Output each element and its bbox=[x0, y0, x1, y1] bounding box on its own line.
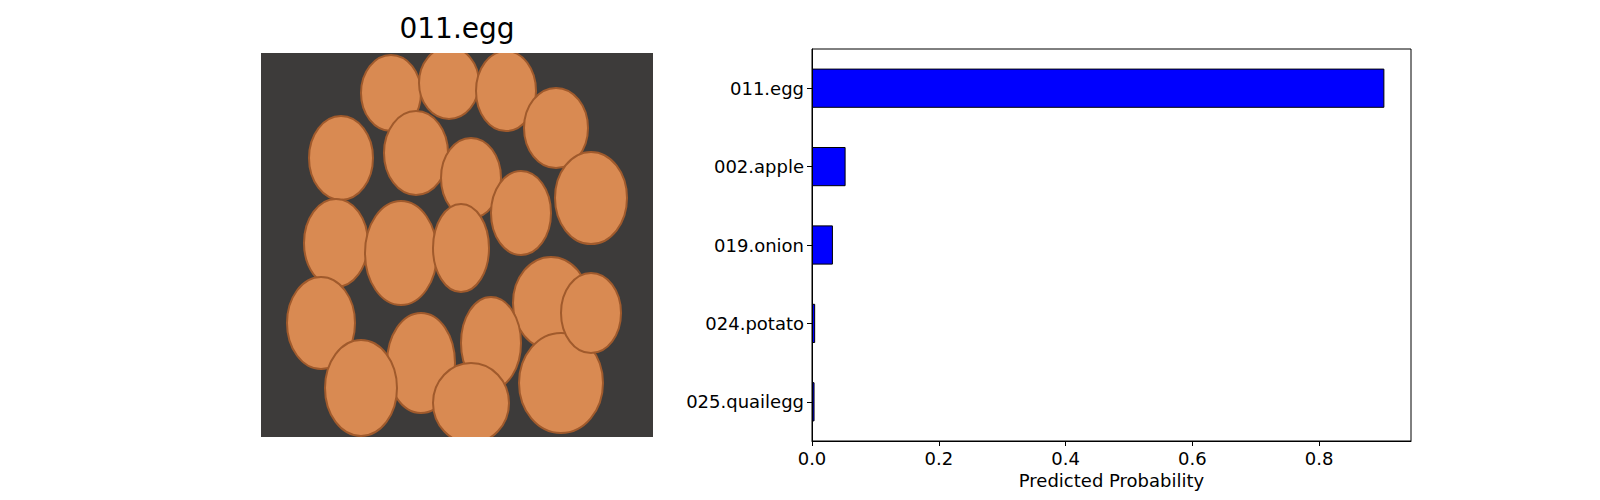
svg-text:024.potato: 024.potato bbox=[705, 313, 804, 334]
svg-text:0.6: 0.6 bbox=[1178, 448, 1207, 469]
svg-text:019.onion: 019.onion bbox=[714, 235, 804, 256]
svg-text:0.8: 0.8 bbox=[1305, 448, 1334, 469]
svg-text:025.quailegg: 025.quailegg bbox=[686, 391, 804, 412]
svg-text:002.apple: 002.apple bbox=[714, 156, 804, 177]
svg-text:0.2: 0.2 bbox=[924, 448, 953, 469]
svg-text:Predicted Probability: Predicted Probability bbox=[1019, 470, 1205, 491]
html-text:011.egg: 011.egg bbox=[399, 12, 515, 45]
svg-text:011.egg: 011.egg bbox=[730, 78, 804, 99]
svg-text:0.4: 0.4 bbox=[1051, 448, 1080, 469]
svg-text:0.0: 0.0 bbox=[798, 448, 827, 469]
